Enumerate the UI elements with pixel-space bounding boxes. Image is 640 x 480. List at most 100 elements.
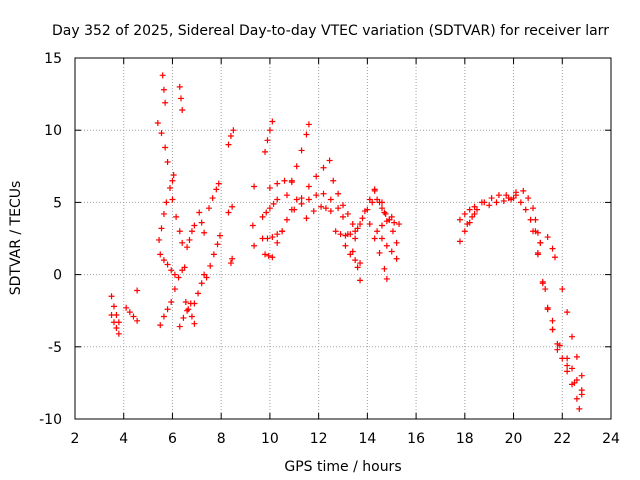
data-point — [134, 317, 141, 324]
data-point — [168, 267, 175, 274]
series-arc19 — [206, 180, 222, 212]
data-point — [110, 319, 117, 326]
data-point — [559, 286, 566, 293]
data-point — [269, 254, 276, 261]
data-point — [573, 395, 580, 402]
data-point — [366, 221, 373, 228]
data-point — [229, 255, 236, 262]
data-point — [371, 235, 378, 242]
series-arc01 — [108, 293, 122, 326]
data-point — [176, 83, 183, 90]
data-point — [495, 192, 502, 199]
series-arc28 — [259, 228, 286, 242]
data-point — [318, 203, 325, 210]
data-point — [283, 216, 290, 223]
data-point — [303, 215, 310, 222]
data-point — [530, 205, 537, 212]
data-point — [191, 320, 198, 327]
series-arc12 — [169, 196, 186, 246]
x-tick-label: 18 — [456, 431, 474, 447]
data-point — [160, 86, 167, 93]
series-arc17 — [196, 209, 208, 236]
series-arc57 — [559, 286, 585, 379]
data-point — [213, 186, 220, 193]
data-point — [383, 218, 390, 225]
data-point — [185, 306, 192, 313]
data-point — [335, 205, 342, 212]
axis-ticks — [74, 57, 612, 420]
data-point — [198, 219, 205, 226]
data-point — [201, 229, 208, 236]
data-point — [188, 228, 195, 235]
data-point — [288, 177, 295, 184]
series-arc03 — [123, 304, 141, 324]
data-point — [274, 239, 281, 246]
x-tick-label: 6 — [168, 431, 177, 447]
series-arc06 — [154, 119, 171, 165]
data-point — [378, 235, 385, 242]
series-arc07 — [159, 72, 169, 106]
data-point — [539, 280, 546, 287]
data-point — [564, 355, 571, 362]
data-point — [354, 264, 361, 271]
data-point — [251, 242, 258, 249]
series-arc05 — [157, 264, 188, 329]
data-point — [466, 206, 473, 213]
series-arc15 — [184, 222, 198, 251]
series-arc16 — [191, 271, 208, 307]
x-tick-label: 20 — [505, 431, 523, 447]
y-tick-label: -5 — [48, 340, 62, 356]
data-point — [160, 257, 167, 264]
data-point — [340, 202, 346, 209]
plot-frame — [74, 57, 612, 420]
series-arc11 — [167, 171, 177, 191]
data-point — [177, 95, 184, 102]
data-point — [554, 346, 561, 353]
data-point — [209, 195, 216, 202]
x-tick-label: 12 — [310, 431, 328, 447]
data-point — [549, 317, 556, 324]
data-point — [264, 137, 271, 144]
data-point — [537, 239, 544, 246]
series-arc58 — [564, 355, 585, 394]
data-point — [206, 205, 212, 212]
data-point — [349, 221, 356, 228]
series-arc30 — [274, 196, 300, 246]
data-point — [108, 293, 115, 300]
data-point — [293, 196, 300, 203]
data-point — [225, 141, 232, 148]
data-point — [196, 209, 203, 216]
data-point — [469, 213, 476, 220]
data-point — [210, 251, 217, 258]
data-point — [259, 213, 266, 220]
series-arc09 — [156, 199, 170, 243]
x-tick-labels: 2 4 6 8 10 12 14 16 18 20 22 24 — [71, 431, 620, 447]
data-point — [313, 192, 320, 199]
series-arc31 — [283, 121, 312, 199]
series-arc14 — [182, 299, 198, 327]
data-point — [320, 190, 327, 197]
data-point — [337, 231, 344, 238]
data-point — [303, 131, 310, 138]
x-tick-label: 4 — [119, 431, 128, 447]
data-point — [388, 248, 395, 255]
data-point — [357, 277, 364, 284]
data-point — [176, 228, 183, 235]
data-point — [376, 199, 383, 206]
data-point — [279, 228, 286, 235]
series-arc23 — [249, 183, 258, 229]
series-arc27 — [259, 196, 281, 220]
data-point — [262, 148, 269, 155]
series-arc08 — [176, 83, 186, 113]
data-point — [207, 262, 214, 269]
data-point — [184, 307, 191, 314]
data-point — [488, 195, 495, 202]
data-point — [227, 260, 234, 267]
data-point — [274, 231, 281, 238]
data-point — [179, 239, 186, 246]
data-point — [347, 251, 354, 258]
data-point — [184, 244, 191, 251]
series-arc10 — [157, 251, 178, 278]
data-point — [354, 225, 361, 232]
